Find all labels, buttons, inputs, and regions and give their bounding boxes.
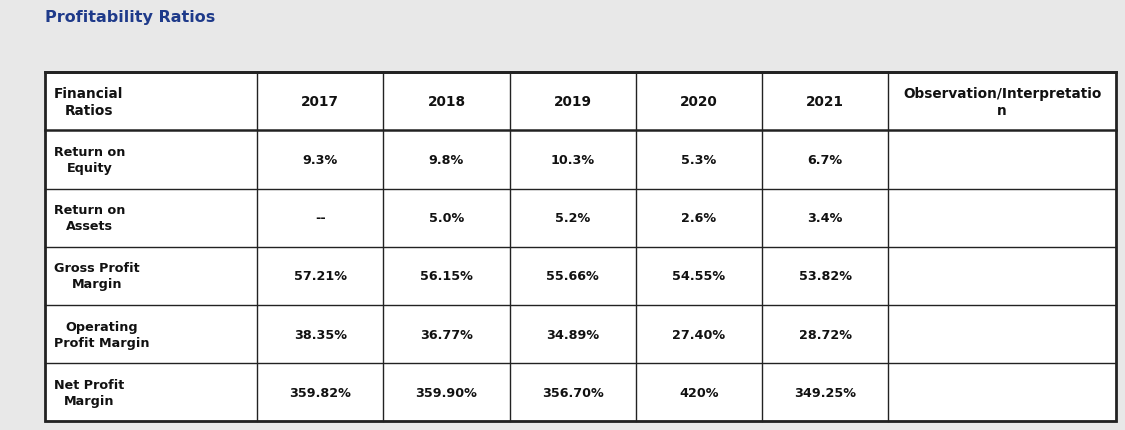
- Text: 349.25%: 349.25%: [794, 386, 856, 399]
- Text: 9.8%: 9.8%: [429, 154, 465, 167]
- Text: Observation/Interpretatio
n: Observation/Interpretatio n: [903, 86, 1101, 118]
- Text: 5.2%: 5.2%: [555, 212, 591, 225]
- Text: 56.15%: 56.15%: [420, 270, 472, 283]
- Text: 34.89%: 34.89%: [546, 328, 600, 341]
- Text: 356.70%: 356.70%: [542, 386, 604, 399]
- Text: --: --: [315, 212, 325, 225]
- Text: Gross Profit
Margin: Gross Profit Margin: [54, 262, 140, 291]
- Text: 2018: 2018: [428, 95, 466, 109]
- Text: Net Profit
Margin: Net Profit Margin: [54, 378, 124, 407]
- Text: Return on
Equity: Return on Equity: [54, 146, 125, 175]
- Text: 57.21%: 57.21%: [294, 270, 346, 283]
- Text: 54.55%: 54.55%: [673, 270, 726, 283]
- Text: 359.90%: 359.90%: [415, 386, 477, 399]
- Text: Return on
Assets: Return on Assets: [54, 204, 125, 233]
- Text: 2019: 2019: [554, 95, 592, 109]
- Text: 3.4%: 3.4%: [808, 212, 843, 225]
- Text: 9.3%: 9.3%: [303, 154, 338, 167]
- Text: 2.6%: 2.6%: [682, 212, 717, 225]
- Text: Profitability Ratios: Profitability Ratios: [45, 10, 215, 25]
- Text: 2017: 2017: [302, 95, 340, 109]
- Text: 38.35%: 38.35%: [294, 328, 346, 341]
- Text: 5.0%: 5.0%: [429, 212, 465, 225]
- Text: 10.3%: 10.3%: [550, 154, 595, 167]
- Text: Financial
Ratios: Financial Ratios: [54, 86, 124, 118]
- Text: 420%: 420%: [680, 386, 719, 399]
- Text: Operating
Profit Margin: Operating Profit Margin: [54, 320, 150, 349]
- Text: 2021: 2021: [807, 95, 844, 109]
- Text: 2020: 2020: [680, 95, 718, 109]
- Text: 28.72%: 28.72%: [799, 328, 852, 341]
- Text: 53.82%: 53.82%: [799, 270, 852, 283]
- Text: 359.82%: 359.82%: [289, 386, 351, 399]
- Bar: [45, 73, 1116, 421]
- Text: 5.3%: 5.3%: [682, 154, 717, 167]
- Text: 6.7%: 6.7%: [808, 154, 843, 167]
- Text: 27.40%: 27.40%: [673, 328, 726, 341]
- Text: 36.77%: 36.77%: [420, 328, 472, 341]
- Bar: [45, 73, 1116, 421]
- Text: 55.66%: 55.66%: [547, 270, 600, 283]
